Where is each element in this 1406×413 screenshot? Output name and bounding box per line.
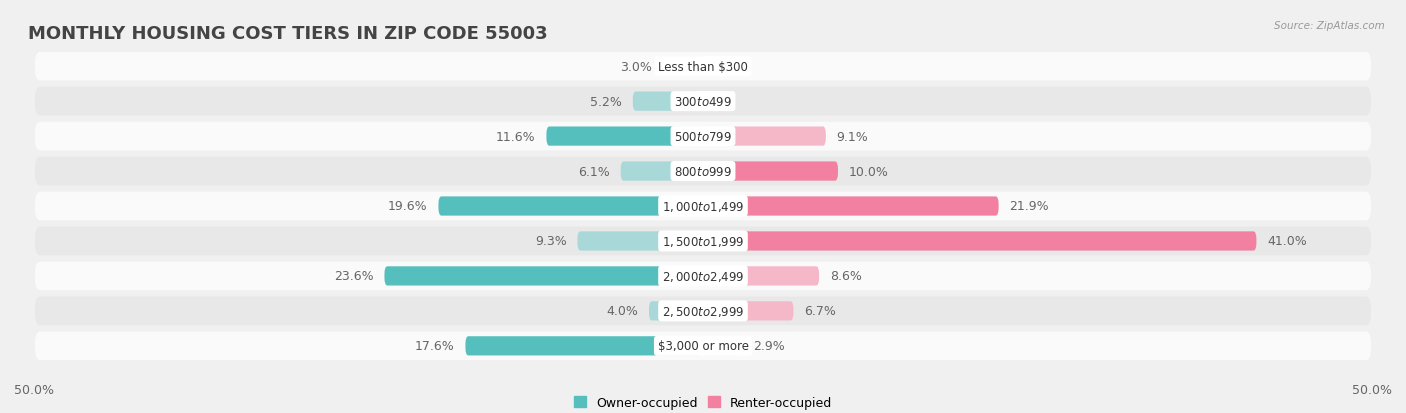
Text: $2,000 to $2,499: $2,000 to $2,499 <box>662 269 744 283</box>
Text: Source: ZipAtlas.com: Source: ZipAtlas.com <box>1274 21 1385 31</box>
FancyBboxPatch shape <box>35 227 1371 256</box>
FancyBboxPatch shape <box>465 337 703 356</box>
Text: $500 to $799: $500 to $799 <box>673 130 733 143</box>
Text: 50.0%: 50.0% <box>14 384 53 396</box>
FancyBboxPatch shape <box>650 301 703 321</box>
Text: 19.6%: 19.6% <box>388 200 427 213</box>
Text: 3.0%: 3.0% <box>620 61 652 74</box>
Text: 23.6%: 23.6% <box>335 270 374 283</box>
FancyBboxPatch shape <box>703 267 820 286</box>
Text: 17.6%: 17.6% <box>415 339 454 352</box>
Text: 50.0%: 50.0% <box>1353 384 1392 396</box>
FancyBboxPatch shape <box>703 197 998 216</box>
FancyBboxPatch shape <box>703 337 742 356</box>
Text: 9.1%: 9.1% <box>837 130 869 143</box>
Text: $1,000 to $1,499: $1,000 to $1,499 <box>662 199 744 214</box>
Text: 11.6%: 11.6% <box>496 130 536 143</box>
FancyBboxPatch shape <box>35 332 1371 360</box>
FancyBboxPatch shape <box>35 122 1371 151</box>
Text: 10.0%: 10.0% <box>849 165 889 178</box>
Text: 21.9%: 21.9% <box>1010 200 1049 213</box>
FancyBboxPatch shape <box>439 197 703 216</box>
Text: $2,500 to $2,999: $2,500 to $2,999 <box>662 304 744 318</box>
FancyBboxPatch shape <box>633 92 703 112</box>
FancyBboxPatch shape <box>35 88 1371 116</box>
Text: 6.1%: 6.1% <box>578 165 610 178</box>
FancyBboxPatch shape <box>547 127 703 146</box>
Text: 6.7%: 6.7% <box>804 305 837 318</box>
Text: $3,000 or more: $3,000 or more <box>658 339 748 352</box>
FancyBboxPatch shape <box>703 162 838 181</box>
FancyBboxPatch shape <box>703 301 793 321</box>
Text: 5.2%: 5.2% <box>591 95 621 108</box>
FancyBboxPatch shape <box>35 192 1371 221</box>
Text: Less than $300: Less than $300 <box>658 61 748 74</box>
Text: 4.0%: 4.0% <box>606 305 638 318</box>
FancyBboxPatch shape <box>620 162 703 181</box>
FancyBboxPatch shape <box>703 127 825 146</box>
FancyBboxPatch shape <box>35 157 1371 186</box>
FancyBboxPatch shape <box>703 232 1257 251</box>
Text: 9.3%: 9.3% <box>534 235 567 248</box>
FancyBboxPatch shape <box>35 53 1371 81</box>
FancyBboxPatch shape <box>662 57 703 76</box>
Text: $1,500 to $1,999: $1,500 to $1,999 <box>662 235 744 248</box>
FancyBboxPatch shape <box>384 267 703 286</box>
Text: 8.6%: 8.6% <box>830 270 862 283</box>
Text: $300 to $499: $300 to $499 <box>673 95 733 108</box>
Text: 41.0%: 41.0% <box>1267 235 1308 248</box>
FancyBboxPatch shape <box>35 262 1371 291</box>
FancyBboxPatch shape <box>578 232 703 251</box>
Text: MONTHLY HOUSING COST TIERS IN ZIP CODE 55003: MONTHLY HOUSING COST TIERS IN ZIP CODE 5… <box>28 24 548 43</box>
FancyBboxPatch shape <box>35 297 1371 325</box>
Text: 2.9%: 2.9% <box>754 339 785 352</box>
Legend: Owner-occupied, Renter-occupied: Owner-occupied, Renter-occupied <box>568 391 838 413</box>
Text: $800 to $999: $800 to $999 <box>673 165 733 178</box>
